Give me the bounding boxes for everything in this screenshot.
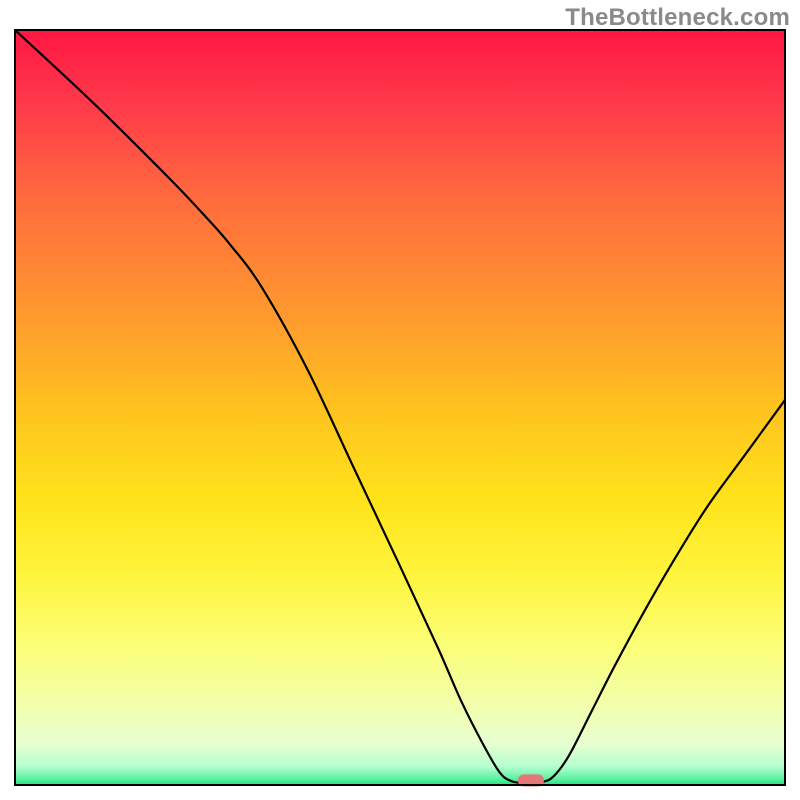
watermark-text: TheBottleneck.com (565, 4, 790, 32)
bottleneck-curve-chart (0, 0, 800, 800)
chart-frame: TheBottleneck.com (0, 0, 800, 800)
gradient-background (15, 30, 785, 785)
